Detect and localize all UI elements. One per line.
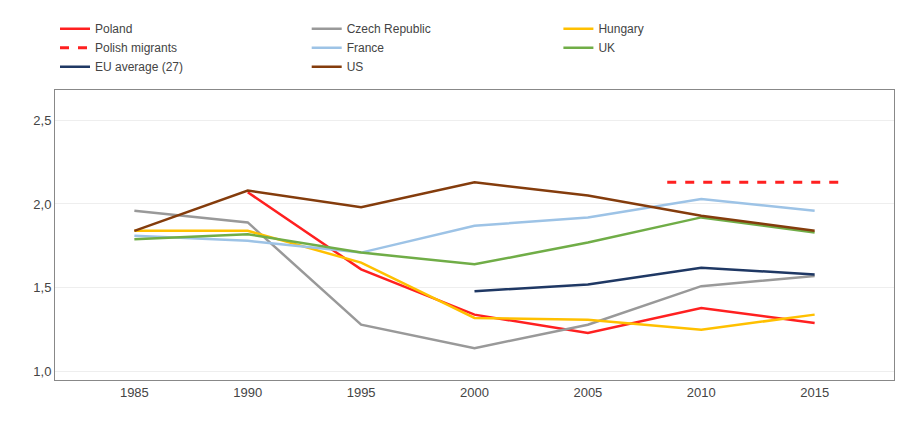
svg-text:2005: 2005 [573, 385, 602, 400]
svg-text:1,5: 1,5 [33, 280, 51, 295]
svg-text:1990: 1990 [233, 385, 262, 400]
svg-text:EU average (27): EU average (27) [95, 60, 183, 74]
svg-text:Poland: Poland [95, 22, 132, 36]
svg-text:Czech Republic: Czech Republic [347, 22, 431, 36]
svg-text:2,5: 2,5 [33, 113, 51, 128]
svg-text:2000: 2000 [460, 385, 489, 400]
svg-text:1,0: 1,0 [33, 364, 51, 379]
svg-text:France: France [347, 41, 385, 55]
svg-text:UK: UK [598, 41, 615, 55]
svg-text:1985: 1985 [120, 385, 149, 400]
svg-text:2010: 2010 [687, 385, 716, 400]
svg-text:US: US [347, 60, 364, 74]
svg-text:Polish migrants: Polish migrants [95, 41, 177, 55]
svg-text:2015: 2015 [800, 385, 829, 400]
svg-text:Hungary: Hungary [598, 22, 643, 36]
svg-text:2,0: 2,0 [33, 197, 51, 212]
svg-text:1995: 1995 [347, 385, 376, 400]
